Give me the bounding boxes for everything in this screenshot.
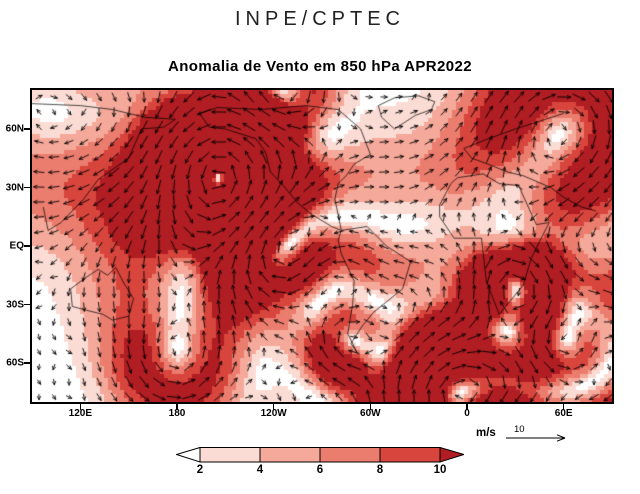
x-tick-mark [369,404,372,410]
x-tick-mark [176,404,178,410]
x-tick-mark [79,404,82,410]
organization-title: INPE/CPTEC [234,8,406,30]
y-tick-label: 30N [5,182,24,193]
reference-units-label: m/s [476,427,496,439]
reference-vector-arrow [506,434,566,442]
y-tick-mark [24,362,30,364]
x-tick-mark [562,404,565,410]
x-tick-label: 0 [464,408,470,419]
x-tick-label: 120W [260,408,287,419]
colorbar-level-label: 4 [256,464,264,476]
colorbar: 2 4 6 8 10 [174,446,466,481]
x-tick-mark [466,404,468,410]
map-plot-area [24,88,614,410]
x-axis-labels: 120E 180 120W 60W 0 60E [32,408,612,424]
x-tick-label: 60W [360,408,381,419]
wind-vector-map-canvas [32,90,612,402]
colorbar-level-label: 2 [196,464,204,476]
y-tick-label: 60N [5,123,24,135]
y-tick-mark [24,128,30,130]
y-tick-mark [24,303,30,306]
y-tick-label: 60S [6,357,24,369]
y-tick-mark [24,186,30,189]
colorbar-level-label: 6 [316,464,324,476]
x-tick-label: 180 [168,408,186,419]
colorbar-level-label: 10 [433,464,447,476]
y-tick-mark [24,245,30,247]
colorbar-level-label: 8 [376,464,384,476]
chart-title: Anomalia de Vento em 850 hPa APR2022 [168,58,472,75]
y-axis-labels: 60N 30N EQ 30S 60S [0,90,28,402]
x-tick-label: 120E [68,408,93,419]
reference-vector-value: 10 [514,424,525,435]
y-tick-label: EQ [9,240,24,252]
colorbar-scale [174,446,466,463]
x-tick-mark [272,404,275,410]
x-tick-label: 60E [554,408,573,419]
y-tick-label: 30S [6,299,24,310]
